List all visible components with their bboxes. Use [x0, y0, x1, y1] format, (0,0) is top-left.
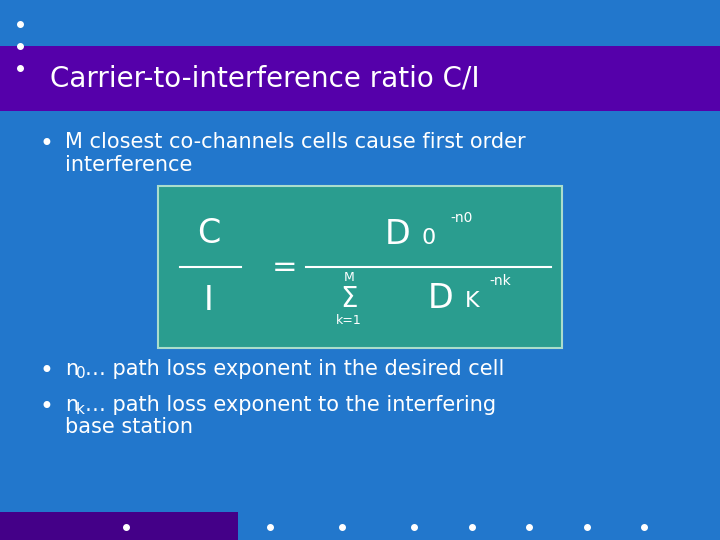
- FancyBboxPatch shape: [158, 186, 562, 348]
- Text: •: •: [40, 359, 53, 383]
- Text: n: n: [65, 359, 78, 379]
- Text: •: •: [40, 132, 53, 156]
- Text: … path loss exponent to the interfering: … path loss exponent to the interfering: [85, 395, 496, 415]
- Text: interference: interference: [65, 155, 192, 175]
- Text: -nk: -nk: [490, 274, 511, 288]
- Text: K: K: [464, 291, 479, 311]
- Text: •: •: [40, 395, 53, 419]
- Text: D: D: [384, 218, 410, 252]
- FancyBboxPatch shape: [0, 512, 238, 540]
- Text: C: C: [197, 217, 220, 251]
- Text: n: n: [65, 395, 78, 415]
- Text: k=1: k=1: [336, 314, 362, 327]
- Text: 0: 0: [76, 366, 85, 381]
- Text: I: I: [204, 284, 214, 318]
- Text: D: D: [428, 282, 454, 315]
- Text: -n0: -n0: [450, 211, 472, 225]
- Text: k: k: [76, 402, 84, 417]
- Text: Σ: Σ: [341, 285, 358, 313]
- Text: M: M: [344, 271, 354, 284]
- Text: 0: 0: [421, 227, 436, 248]
- Text: … path loss exponent in the desired cell: … path loss exponent in the desired cell: [85, 359, 504, 379]
- Text: M closest co-channels cells cause first order: M closest co-channels cells cause first …: [65, 132, 526, 152]
- Text: base station: base station: [65, 417, 193, 437]
- Text: =: =: [271, 253, 297, 282]
- Text: Carrier-to-interference ratio C/I: Carrier-to-interference ratio C/I: [50, 64, 480, 92]
- FancyBboxPatch shape: [0, 46, 720, 111]
